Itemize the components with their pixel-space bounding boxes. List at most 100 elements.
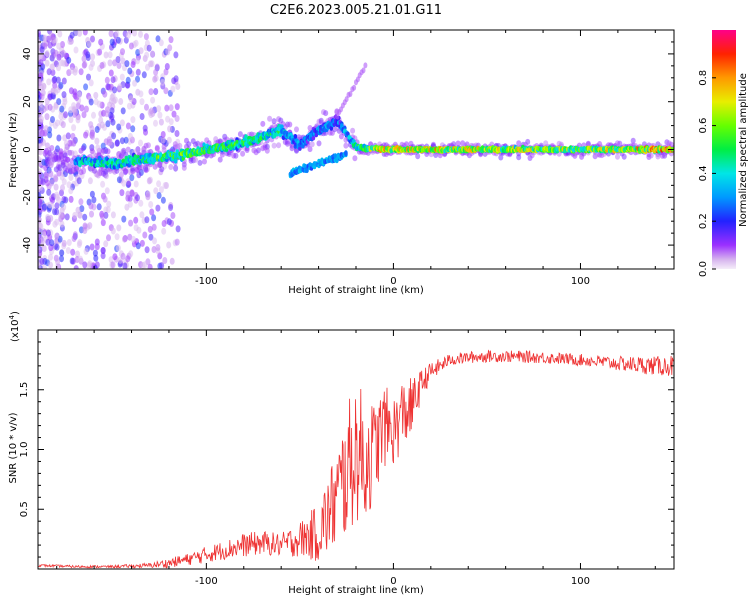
heatmap-cell [114, 167, 120, 174]
heatmap-cell [151, 214, 157, 222]
heatmap-cell [617, 140, 623, 147]
heatmap-cell [139, 239, 145, 247]
heatmap-cell [46, 188, 52, 196]
heatmap-cell [100, 180, 106, 188]
heatmap-cell [45, 238, 51, 246]
colorbar-ticks: 0.0 0.2 0.4 0.6 0.8 [698, 70, 716, 277]
heatmap-cell [108, 256, 114, 264]
heatmap-cell [133, 180, 139, 188]
heatmap-cell [343, 142, 349, 149]
heatmap-cell [174, 238, 180, 246]
heatmap-cell [72, 211, 78, 219]
y-tick-label: 1.0 [19, 442, 30, 458]
heatmap-cell [73, 265, 79, 269]
heatmap-cell [100, 247, 106, 255]
heatmap-cell [170, 85, 176, 93]
heatmap-cell [316, 140, 322, 147]
heatmap-cell [217, 156, 223, 163]
heatmap-cell [44, 142, 50, 149]
heatmap-cell [38, 171, 42, 179]
heatmap-cell [38, 115, 44, 123]
heatmap-cell [175, 149, 179, 155]
heatmap-cell [100, 142, 106, 150]
heatmap-cell [38, 233, 41, 241]
heatmap-cell [54, 119, 60, 127]
heatmap-cell [87, 177, 93, 185]
heatmap-cell [50, 69, 56, 76]
heatmap-cell [89, 210, 94, 218]
heatmap-cell [153, 88, 159, 95]
snr-frame [37, 329, 675, 570]
heatmap-cell [55, 258, 61, 266]
heatmap-cell [166, 136, 172, 144]
heatmap-cell [173, 51, 179, 59]
heatmap-cell [41, 82, 47, 90]
heatmap-cell [56, 164, 62, 171]
heatmap-cell [122, 262, 128, 269]
heatmap-cell [305, 168, 309, 174]
heatmap-cell [120, 252, 126, 260]
heatmap-cell [40, 178, 46, 186]
colorbar-tick-label: 0.4 [698, 165, 709, 181]
heatmap-cell [89, 148, 95, 155]
heatmap-cell [144, 246, 150, 254]
heatmap-cell [124, 60, 130, 68]
heatmap-cell [130, 165, 136, 172]
heatmap-cell [46, 78, 52, 86]
heatmap-cell [110, 76, 116, 84]
heatmap-cell [144, 103, 149, 111]
heatmap-cell [294, 126, 299, 133]
heatmap-cell [240, 150, 246, 157]
heatmap-cell [161, 220, 167, 227]
heatmap-cell [106, 234, 111, 242]
heatmap-cell [61, 178, 67, 186]
heatmap-cell [135, 146, 141, 154]
heatmap-cell [163, 68, 169, 76]
heatmap-cell [119, 189, 125, 197]
heatmap-cell [38, 192, 42, 199]
heatmap-cell [171, 77, 177, 85]
heatmap-cell [455, 140, 461, 147]
heatmap-cell [309, 141, 315, 148]
heatmap-cell [65, 247, 71, 254]
heatmap-cell [160, 78, 166, 86]
heatmap-cell [146, 44, 152, 52]
heatmap-cell [152, 237, 157, 245]
heatmap-cell [44, 97, 50, 105]
heatmap-cell [49, 179, 55, 187]
colorbar-tick-label: 0.6 [698, 118, 709, 134]
heatmap-cell [126, 180, 132, 188]
heatmap-cell [99, 212, 105, 220]
heatmap-cell [139, 98, 145, 106]
heatmap-cell [47, 103, 53, 111]
heatmap-cell [363, 62, 368, 69]
heatmap-cell [64, 145, 69, 153]
heatmap-cell [162, 257, 168, 264]
heatmap-cell [92, 167, 97, 174]
heatmap-cell [146, 177, 152, 185]
heatmap-cell [70, 132, 76, 140]
heatmap-cell [157, 252, 163, 260]
heatmap-cell [45, 179, 50, 187]
figure-title: C2E6.2023.005.21.01.G11 [270, 3, 442, 18]
heatmap-cell [98, 38, 104, 46]
heatmap-cell [61, 203, 67, 211]
heatmap-cell [621, 153, 627, 160]
heatmap-cell [55, 76, 61, 84]
heatmap-cell [83, 83, 89, 91]
heatmap-cell [107, 51, 113, 59]
heatmap-cell [307, 146, 313, 153]
heatmap-cell [110, 211, 116, 219]
heatmap-cell [95, 144, 101, 152]
heatmap-cell [56, 196, 62, 204]
heatmap-cell [174, 115, 180, 122]
heatmap-cell [92, 249, 98, 257]
heatmap-cell [159, 166, 165, 173]
heatmap-cell [168, 104, 174, 112]
heatmap-cell [73, 30, 79, 37]
heatmap-cell [197, 159, 203, 166]
x-tick-label: 0 [390, 276, 396, 287]
heatmap-cell [54, 191, 60, 199]
heatmap-cells [38, 30, 674, 269]
heatmap-cell [44, 113, 50, 121]
